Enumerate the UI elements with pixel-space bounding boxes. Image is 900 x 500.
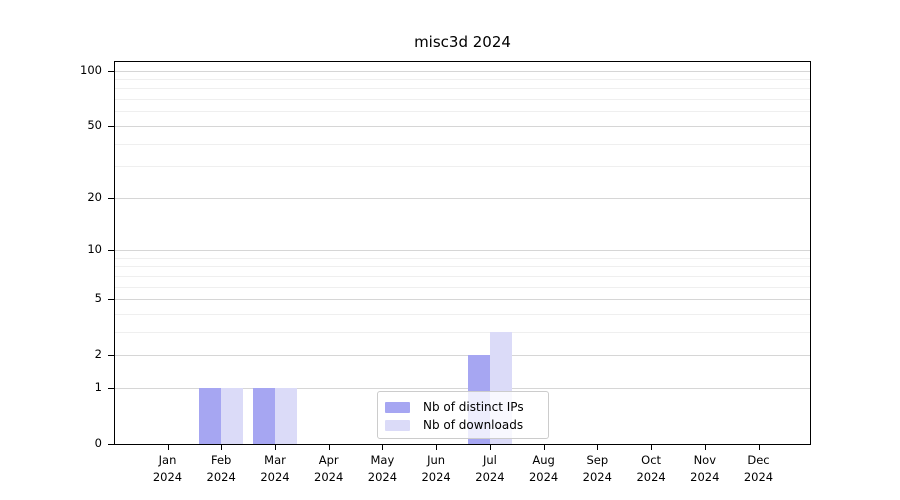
x-tick-mark [597,444,599,450]
y-tick-label: 2 [94,347,102,362]
legend-swatch-downloads [385,419,410,431]
y-gridline-major [115,125,810,127]
y-tick-mark [108,249,115,251]
y-gridline-minor [115,166,810,168]
y-tick-mark [108,387,115,389]
y-tick-label: 1 [94,379,102,394]
y-tick-mark [108,197,115,199]
legend-swatch-distinct-ips [385,401,410,413]
y-gridline-major [115,249,810,251]
y-tick-label: 20 [87,189,102,204]
y-tick-label: 100 [80,62,102,77]
x-tick-label-line: 2024 [690,470,720,484]
x-tick-label-line: 2024 [743,470,774,484]
y-tick-label: 50 [87,117,102,132]
x-tick-label-line: Feb [211,453,232,467]
bar-downloads [275,387,297,444]
x-tick-mark [543,444,545,450]
y-tick-label: 0 [94,436,102,450]
y-gridline-minor [115,111,810,113]
x-tick-label: Jan 2024 [133,452,203,486]
y-gridline-minor [115,99,810,100]
x-tick-label-line: Sep [586,453,609,467]
x-tick-label-line: 2024 [475,470,505,484]
x-tick-label: Mar 2024 [240,452,310,486]
y-tick-label: 5 [94,291,102,305]
x-tick-label-line: Apr [318,453,339,467]
x-tick-label-line: 2024 [582,470,612,484]
y-gridline-minor [115,78,810,80]
x-tick-label: Jul 2024 [455,452,525,486]
x-tick-label: May 2024 [347,452,417,486]
y-gridline-minor [115,266,810,268]
y-gridline-major [115,387,810,389]
bar-downloads [221,387,244,444]
x-tick-label-line: Jan [158,453,177,467]
x-tick-mark [436,444,438,450]
x-tick-label-line: 2024 [528,470,559,484]
x-tick-mark [489,444,491,450]
legend-row-distinct-ips: Nb of distinct IPs [385,398,540,416]
y-gridline-minor [115,88,810,90]
x-tick-label-line: 2024 [636,470,666,484]
x-tick-label-line: Jul [482,453,497,467]
x-tick-label-line: 2024 [152,470,183,484]
x-tick-label-line: Jun [427,453,446,467]
x-tick-mark [328,444,330,450]
x-tick-label: Nov 2024 [670,452,740,486]
bar-distinct-ips [253,387,275,444]
y-gridline-minor [115,313,810,315]
x-tick-label: Aug 2024 [509,452,579,486]
x-tick-mark [275,444,276,450]
plot-area: Jan 2024 Feb 2024 Mar 2024 Apr 2024 May 2024 Jun 20… [108,61,811,484]
legend-label-distinct-ips: Nb of distinct IPs [423,400,524,414]
y-tick-mark [108,355,115,357]
y-tick-mark [108,125,115,127]
x-tick-label-line: 2024 [314,470,344,484]
legend: Nb of distinct IPs Nb of downloads [377,391,549,439]
y-tick-mark [108,299,115,300]
legend-label-downloads: Nb of downloads [423,418,524,432]
y-gridline-major [115,299,810,300]
x-tick-label-line: Nov [693,453,717,467]
x-tick-label: Oct 2024 [616,452,686,486]
legend-row-downloads: Nb of downloads [385,416,540,434]
x-tick-mark [651,444,653,450]
x-tick-label-line: 2024 [206,470,236,484]
x-tick-label-line: Dec [747,453,770,467]
y-tick-label: 10 [87,241,102,256]
x-tick-label: Dec 2024 [724,452,794,486]
x-tick-mark [704,444,706,450]
y-gridline-minor [115,257,810,259]
y-gridline-major [115,70,810,72]
x-tick-label: Sep 2024 [562,452,632,486]
x-tick-label-line: Oct [641,453,662,467]
x-tick-label-line: 2024 [260,470,290,484]
x-tick-mark [758,444,760,450]
y-gridline-minor [115,331,810,333]
bar-distinct-ips [199,387,222,444]
y-gridline-minor [115,143,810,145]
y-gridline-major [115,355,810,357]
y-tick-mark [108,70,115,72]
y-gridline-minor [115,286,810,288]
x-tick-label-line: Mar [264,453,286,467]
y-tick-mark [108,444,115,445]
x-tick-mark [221,444,223,450]
x-tick-label: Jun 2024 [401,452,471,486]
y-gridline-major [115,197,810,199]
chart-title: misc3d 2024 [414,33,511,51]
x-tick-label-line: 2024 [367,470,398,484]
x-tick-mark [382,444,384,450]
y-gridline-minor [115,275,810,277]
x-tick-label-line: 2024 [421,470,451,484]
x-tick-label-line: May [370,453,395,467]
x-tick-label: Feb 2024 [186,452,256,486]
x-tick-label: Apr 2024 [294,452,364,486]
x-tick-mark [167,444,169,450]
x-tick-label-line: Aug [532,453,555,467]
